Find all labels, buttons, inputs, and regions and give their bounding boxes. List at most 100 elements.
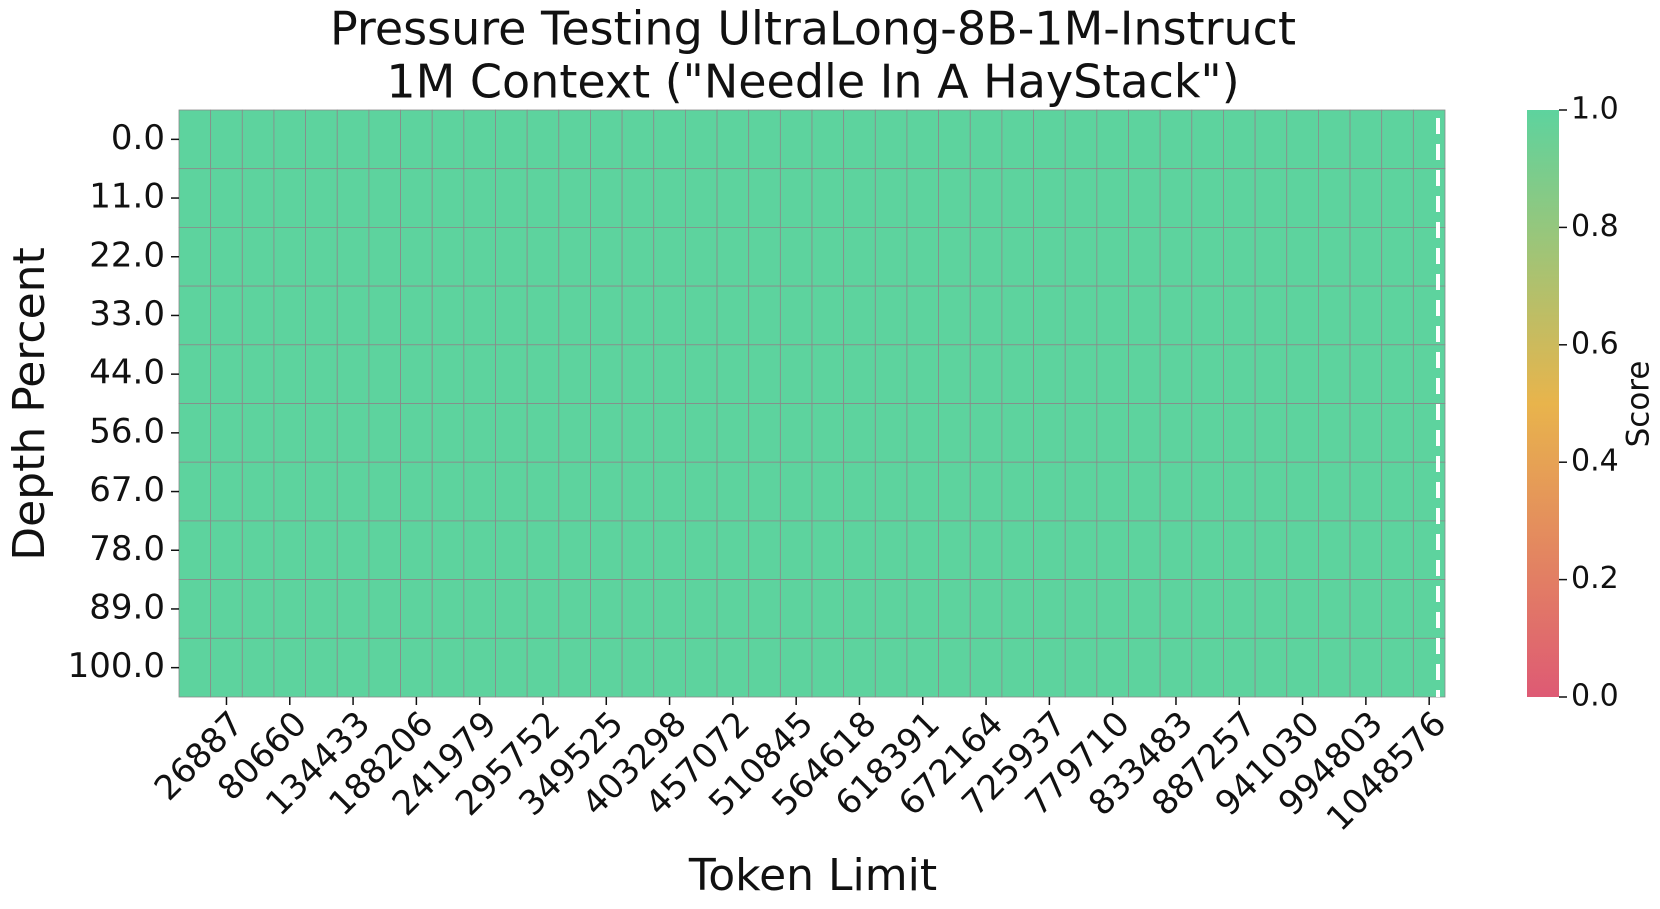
heatmap-cell xyxy=(210,579,243,639)
heatmap-cell xyxy=(938,461,971,522)
y-tick-label: 100.0 xyxy=(68,646,165,686)
heatmap-cell xyxy=(621,579,655,639)
heatmap-cell xyxy=(1412,520,1446,581)
heatmap-cell xyxy=(811,637,845,698)
heatmap-cell xyxy=(748,168,781,228)
heatmap-cell xyxy=(938,344,971,404)
heatmap-cell xyxy=(1412,637,1446,698)
heatmap-cell xyxy=(653,226,686,287)
y-tick-label: 78.0 xyxy=(89,529,165,569)
heatmap-cell xyxy=(1159,461,1193,522)
heatmap-cell xyxy=(1159,637,1193,698)
heatmap-cell xyxy=(1159,403,1193,463)
heatmap-cell xyxy=(305,344,338,404)
heatmap-cell xyxy=(779,520,813,581)
heatmap-cell xyxy=(526,168,560,228)
heatmap-cell xyxy=(558,344,591,404)
heatmap-cell xyxy=(210,168,243,228)
heatmap-cell xyxy=(495,109,528,170)
heatmap-cell xyxy=(938,226,971,287)
heatmap-cell xyxy=(969,579,1003,639)
heatmap-cell xyxy=(843,403,876,463)
heatmap-cell xyxy=(1286,226,1319,287)
heatmap-cell xyxy=(1286,461,1319,522)
heatmap-cell xyxy=(495,520,528,581)
heatmap-cell xyxy=(1191,344,1224,404)
heatmap-cell xyxy=(273,637,307,698)
heatmap-cell xyxy=(969,461,1003,522)
heatmap-cell xyxy=(431,520,465,581)
heatmap-cell xyxy=(273,579,307,639)
heatmap-cell xyxy=(178,461,212,522)
heatmap-cell xyxy=(273,403,307,463)
heatmap-cell xyxy=(368,579,401,639)
heatmap-cell xyxy=(811,344,845,404)
heatmap-cell xyxy=(1223,520,1256,581)
colorbar-tick-label: 0.0 xyxy=(1571,679,1619,714)
heatmap-cell xyxy=(463,285,496,346)
heatmap-cell xyxy=(273,520,307,581)
heatmap-cell xyxy=(1096,403,1129,463)
heatmap-cell xyxy=(1349,168,1383,228)
heatmap-cell xyxy=(716,285,750,346)
heatmap-cell xyxy=(273,168,307,228)
heatmap-cell xyxy=(685,637,718,698)
heatmap-cell xyxy=(1286,109,1319,170)
heatmap-cell xyxy=(1318,226,1351,287)
heatmap-cell xyxy=(1349,520,1383,581)
heatmap-cell xyxy=(1128,285,1161,346)
heatmap-cell xyxy=(526,344,560,404)
heatmap-cell xyxy=(400,285,433,346)
heatmap-cell xyxy=(1191,285,1224,346)
heatmap-cell xyxy=(621,637,655,698)
heatmap-cell xyxy=(1064,520,1098,581)
heatmap-cell xyxy=(621,344,655,404)
heatmap-cell xyxy=(1191,637,1224,698)
heatmap-cell xyxy=(653,520,686,581)
heatmap-cell xyxy=(241,403,275,463)
heatmap-cell xyxy=(906,461,940,522)
heatmap-cell xyxy=(336,168,370,228)
heatmap-cell xyxy=(590,226,623,287)
heatmap-cell xyxy=(210,461,243,522)
heatmap-cell xyxy=(495,579,528,639)
heatmap-cell xyxy=(400,461,433,522)
heatmap-cell xyxy=(305,461,338,522)
heatmap-cell xyxy=(1096,520,1129,581)
heatmap-cell xyxy=(526,461,560,522)
heatmap-cell xyxy=(1381,226,1414,287)
heatmap-cell xyxy=(1286,637,1319,698)
heatmap-cell xyxy=(1064,168,1098,228)
heatmap-cell xyxy=(590,579,623,639)
heatmap-cell xyxy=(495,461,528,522)
heatmap-cell xyxy=(463,579,496,639)
heatmap-cell xyxy=(1381,109,1414,170)
heatmap-cell xyxy=(1381,637,1414,698)
heatmap-cell xyxy=(716,168,750,228)
heatmap-cell xyxy=(811,461,845,522)
heatmap-cell xyxy=(526,403,560,463)
heatmap-cell xyxy=(811,226,845,287)
heatmap-cell xyxy=(495,285,528,346)
heatmap-cell xyxy=(685,226,718,287)
colorbar-tick-label: 0.2 xyxy=(1571,561,1619,596)
heatmap-cell xyxy=(685,285,718,346)
colorbar-label: Score xyxy=(1621,361,1657,448)
heatmap-cell xyxy=(653,579,686,639)
heatmap-cell xyxy=(1318,168,1351,228)
heatmap-cell xyxy=(1318,403,1351,463)
heatmap-cell xyxy=(843,579,876,639)
heatmap-cell xyxy=(1349,109,1383,170)
heatmap-cell xyxy=(685,109,718,170)
heatmap-cell xyxy=(874,637,908,698)
heatmap-cell xyxy=(843,168,876,228)
heatmap-cell xyxy=(906,637,940,698)
heatmap-cell xyxy=(1349,579,1383,639)
heatmap-cell xyxy=(526,579,560,639)
heatmap-cell xyxy=(368,344,401,404)
heatmap-cell xyxy=(1412,344,1446,404)
heatmap-cell xyxy=(368,461,401,522)
heatmap-cell xyxy=(400,109,433,170)
heatmap-cell xyxy=(1001,226,1034,287)
heatmap-cell xyxy=(305,520,338,581)
